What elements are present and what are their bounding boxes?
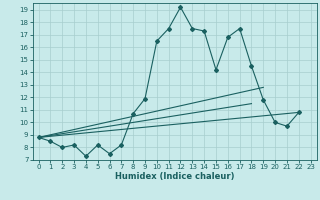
X-axis label: Humidex (Indice chaleur): Humidex (Indice chaleur) — [115, 172, 234, 181]
